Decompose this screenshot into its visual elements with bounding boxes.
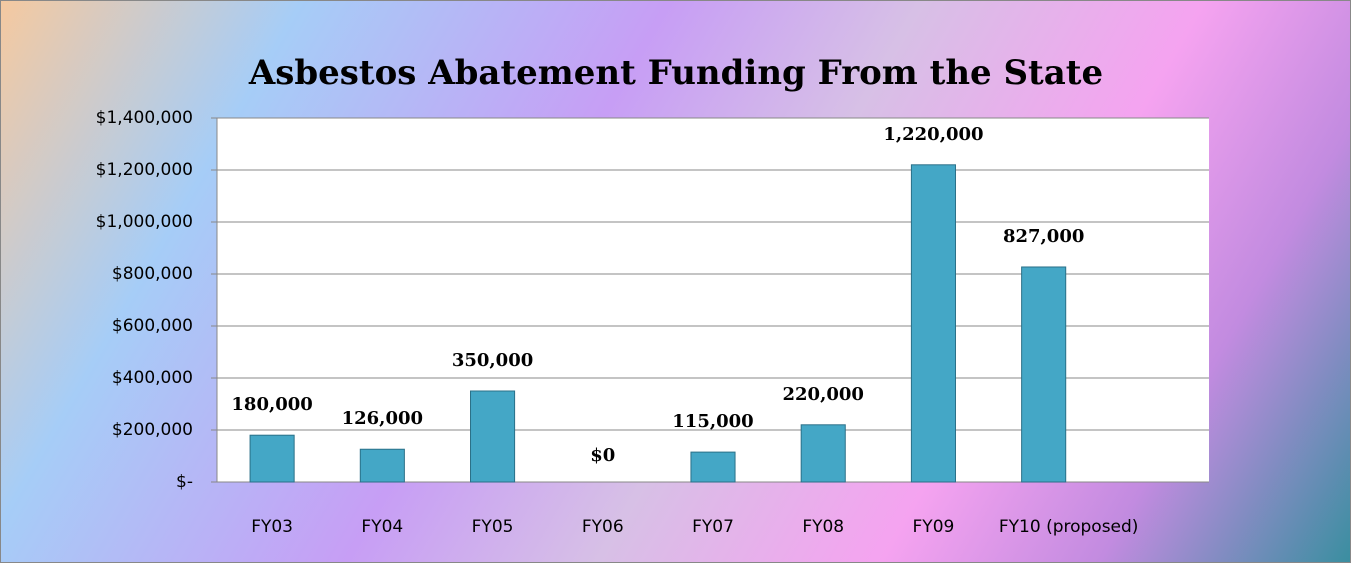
y-tick-label: $600,000 bbox=[112, 316, 193, 336]
x-tick-label: FY04 bbox=[361, 517, 403, 537]
bar bbox=[359, 448, 405, 483]
x-tick-label: FY06 bbox=[582, 517, 624, 537]
bar bbox=[690, 451, 736, 483]
y-tick-label: $1,400,000 bbox=[96, 108, 193, 128]
x-tick-label: FY09 bbox=[913, 517, 955, 537]
x-tick-label: FY08 bbox=[802, 517, 844, 537]
data-label: 180,000 bbox=[231, 394, 312, 415]
bar bbox=[800, 424, 846, 483]
y-tick-label: $400,000 bbox=[112, 368, 193, 388]
x-tick-label: FY03 bbox=[251, 517, 293, 537]
data-label: 220,000 bbox=[783, 384, 864, 405]
x-tick-label: FY10 (proposed) bbox=[999, 517, 1139, 537]
y-tick-label: $1,000,000 bbox=[96, 212, 193, 232]
x-tick-label: FY05 bbox=[472, 517, 514, 537]
bar bbox=[249, 434, 295, 483]
bar bbox=[1021, 266, 1067, 483]
bar bbox=[470, 390, 516, 483]
data-label: 350,000 bbox=[452, 350, 533, 371]
y-tick-label: $1,200,000 bbox=[96, 160, 193, 180]
bar bbox=[910, 164, 956, 483]
data-label: 126,000 bbox=[342, 408, 423, 429]
y-tick-label: $- bbox=[176, 472, 193, 492]
data-label: 827,000 bbox=[1003, 226, 1084, 247]
y-tick-label: $200,000 bbox=[112, 420, 193, 440]
data-label: $0 bbox=[590, 445, 615, 466]
data-label: 115,000 bbox=[672, 411, 753, 432]
y-tick-label: $800,000 bbox=[112, 264, 193, 284]
chart-title: Asbestos Abatement Funding From the Stat… bbox=[248, 53, 1103, 93]
data-label: 1,220,000 bbox=[883, 124, 983, 145]
x-tick-label: FY07 bbox=[692, 517, 734, 537]
